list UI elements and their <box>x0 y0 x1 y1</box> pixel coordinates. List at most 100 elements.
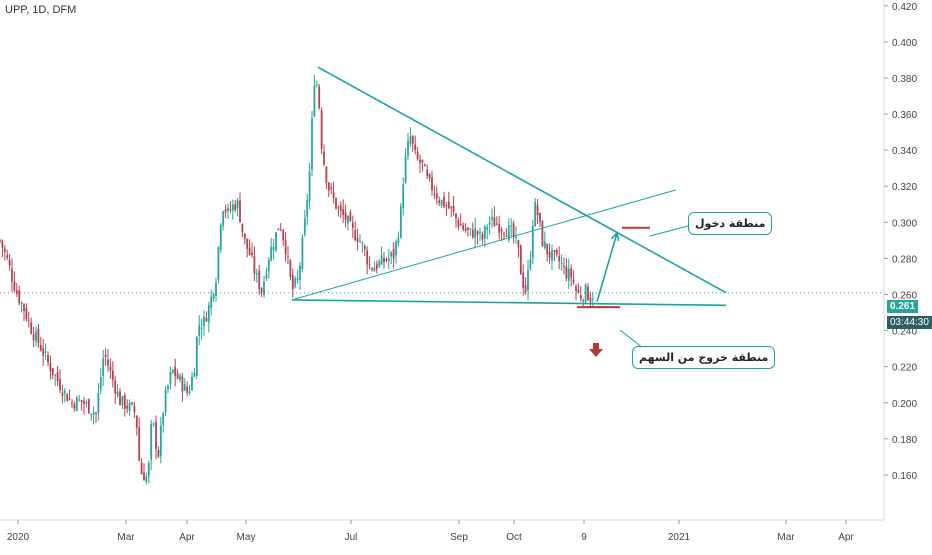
candle-body <box>409 136 412 144</box>
y-tick-label: 0.160 <box>892 471 917 482</box>
candle-body <box>275 232 277 251</box>
candle-body <box>563 265 565 267</box>
candle-body <box>407 141 409 156</box>
candle-body <box>272 246 275 251</box>
candle-body <box>205 317 208 322</box>
candle-body <box>375 264 378 270</box>
y-tick-label: 0.180 <box>892 435 917 446</box>
candle-body <box>219 224 222 250</box>
candle-body <box>107 359 109 366</box>
x-tick-label: Sep <box>450 532 468 543</box>
candle-body <box>503 233 505 235</box>
candle-body <box>176 373 179 379</box>
symbol-label[interactable]: UPP, 1D, DFM <box>5 4 77 16</box>
candle-body <box>553 250 556 252</box>
candle-body <box>61 392 64 396</box>
entry-zone-callout[interactable]: منطقة دخول <box>688 212 773 235</box>
candle-body <box>416 151 419 159</box>
exit-zone-callout[interactable]: منطقة خروج من السهم <box>632 346 776 369</box>
candle-body <box>495 223 498 225</box>
y-tick-label: 0.360 <box>892 110 917 121</box>
candle-body <box>207 305 210 323</box>
candle-body <box>577 289 580 293</box>
candle-body <box>270 246 273 261</box>
x-tick-label: Apr <box>838 532 854 543</box>
candle-body <box>529 258 532 269</box>
candle-body <box>222 211 225 226</box>
candle-body <box>435 193 438 199</box>
y-tick-label: 0.260 <box>892 291 917 302</box>
candle-body <box>54 374 57 376</box>
candle-body <box>241 223 244 233</box>
y-tick-label: 0.420 <box>892 2 917 13</box>
candle-body <box>265 274 268 279</box>
x-tick-label: Mar <box>117 532 135 543</box>
candle-body <box>390 252 393 257</box>
candle-body <box>323 151 325 165</box>
candle-body <box>483 226 486 239</box>
entry-arrow-head <box>610 231 620 242</box>
candle-body <box>215 282 217 297</box>
entry-arrow <box>596 232 618 302</box>
candle-body <box>397 237 400 243</box>
candle-body <box>582 300 585 302</box>
candle-body <box>327 182 330 191</box>
candle-body <box>239 200 241 223</box>
candle-body <box>121 395 124 406</box>
candle-body <box>450 206 453 208</box>
candle-body <box>505 235 508 237</box>
candle-body <box>546 243 549 255</box>
candle-body <box>83 400 85 405</box>
candle-body <box>30 322 33 334</box>
candle-body <box>313 85 316 117</box>
candle-body <box>363 246 366 250</box>
candle-body <box>224 209 227 213</box>
candle-body <box>315 84 318 86</box>
candle-body <box>551 249 553 261</box>
candle-body <box>414 144 417 150</box>
candle-body <box>507 225 510 241</box>
candle-body <box>373 267 376 272</box>
candle-body <box>227 207 229 212</box>
candle-body <box>25 308 28 320</box>
candle-body <box>524 285 527 292</box>
candle-body <box>279 229 282 231</box>
candle-body <box>111 370 114 380</box>
candle-body <box>534 201 537 226</box>
trendline-upper-descending <box>317 66 727 294</box>
candle-body <box>558 255 561 262</box>
candle-body <box>579 295 582 299</box>
candle-body <box>15 290 18 294</box>
candle-body <box>426 169 429 177</box>
candle-body <box>488 222 491 225</box>
candle-body <box>469 228 472 230</box>
candle-body <box>584 284 587 302</box>
candle-body <box>236 200 239 209</box>
candle-body <box>402 184 405 208</box>
candle-body <box>493 217 496 227</box>
candle-body <box>255 273 258 275</box>
candle-body <box>481 233 484 240</box>
candle-body <box>128 403 131 411</box>
candle-body <box>3 248 6 253</box>
candle-body <box>320 110 323 149</box>
candle-body <box>191 376 193 391</box>
y-tick-label: 0.220 <box>892 363 917 374</box>
candle-body <box>433 193 436 195</box>
candle-body <box>263 281 265 296</box>
candle-body <box>291 275 294 290</box>
candle-body <box>260 287 263 293</box>
candle-body <box>527 270 529 291</box>
x-tick-label: Mar <box>777 532 795 543</box>
candle-body <box>443 196 445 207</box>
candle-body <box>32 334 35 341</box>
candle-body <box>131 402 133 405</box>
candle-body <box>102 358 105 376</box>
candle-body <box>251 252 253 256</box>
candle-body <box>167 385 169 390</box>
candle-body <box>135 415 138 428</box>
candle-body <box>421 159 424 163</box>
candle-body <box>380 255 383 265</box>
